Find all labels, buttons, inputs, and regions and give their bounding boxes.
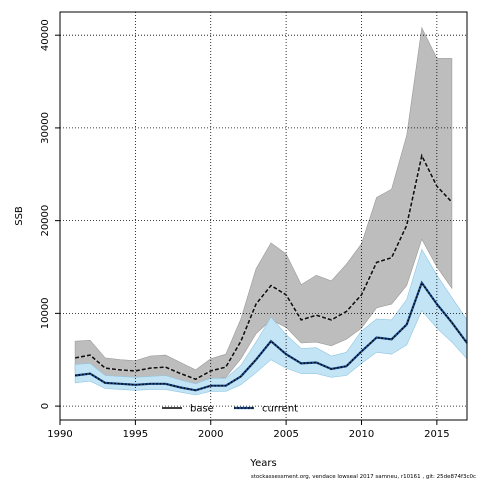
x-axis: 1990 1995 2000 2005 2010 2015 xyxy=(47,420,450,440)
x-tick-label-2010: 2010 xyxy=(349,429,374,440)
x-axis-title: Years xyxy=(249,458,276,469)
y-axis-title: SSB xyxy=(14,206,25,226)
legend-label-current: current xyxy=(262,404,298,415)
y-tick-label-20000: 20000 xyxy=(40,205,51,237)
series-lines xyxy=(74,151,468,392)
y-tick-label-10000: 10000 xyxy=(40,297,51,329)
line-base xyxy=(74,153,453,381)
plot-frame xyxy=(59,11,468,421)
x-tick-label-1990: 1990 xyxy=(47,429,72,440)
footer-note: stockassessment.org, vendace lowseal 201… xyxy=(251,474,476,480)
y-tick-label-40000: 40000 xyxy=(40,19,51,51)
legend-label-base: base xyxy=(190,404,214,415)
y-tick-label-0: 0 xyxy=(40,403,51,409)
x-tick-label-2015: 2015 xyxy=(424,429,449,440)
y-axis: 0 10000 20000 30000 40000 xyxy=(40,19,60,409)
x-tick-label-2000: 2000 xyxy=(198,429,223,440)
line-current-halo xyxy=(74,280,468,392)
y-tick-label-30000: 30000 xyxy=(40,112,51,144)
x-tick-label-2005: 2005 xyxy=(273,429,298,440)
x-tick-label-1995: 1995 xyxy=(123,429,148,440)
legend: base current xyxy=(162,404,298,415)
